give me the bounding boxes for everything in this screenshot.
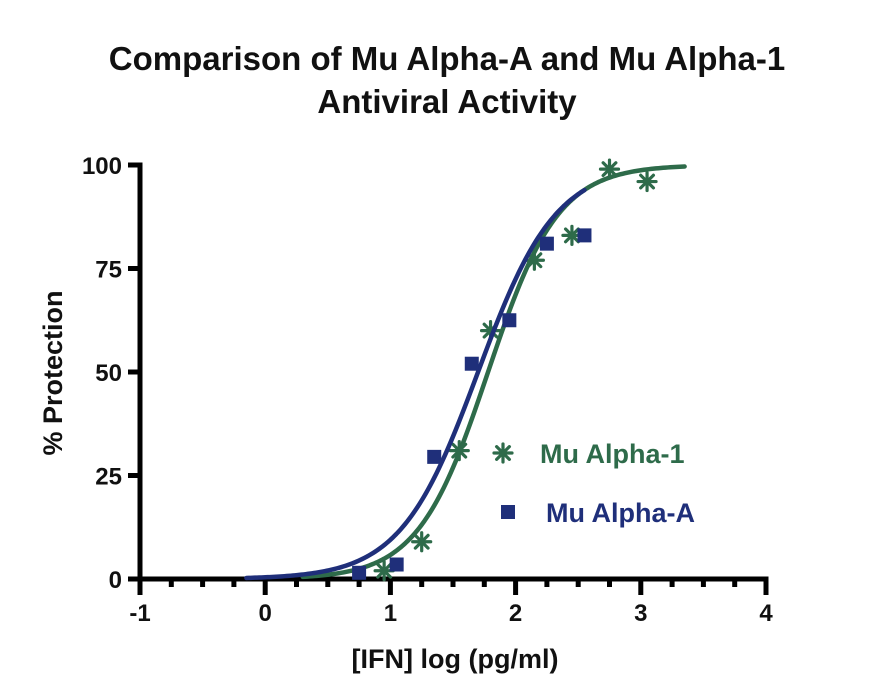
- fit-curve-series-0: [300, 164, 687, 580]
- data-point-series-1: [389, 557, 404, 572]
- legend-marker-mu-alpha-1: [492, 442, 514, 464]
- y-tick-label: 25: [95, 464, 122, 491]
- chart-title-line-1: Comparison of Mu Alpha-A and Mu Alpha-1: [109, 40, 785, 77]
- y-axis-label: % Protection: [38, 290, 68, 455]
- asterisk-stroke: [495, 445, 511, 461]
- data-point-series-0: [561, 224, 583, 246]
- asterisk-stroke: [639, 173, 656, 190]
- data-point-series-1: [427, 449, 442, 464]
- data-point-series-1: [502, 313, 517, 328]
- asterisk-stroke: [376, 562, 393, 579]
- data-point-series-1: [577, 228, 592, 243]
- data-point-series-0: [636, 170, 658, 193]
- legend-square: [501, 505, 515, 519]
- plot-area: 0 25 50 75 100 -1 0 1 2 3 4: [82, 153, 773, 627]
- x-tick-label: 4: [759, 600, 773, 627]
- y-tick-label: 50: [95, 360, 122, 387]
- y-tick-label: 75: [95, 257, 122, 284]
- legend-label-mu-alpha-1: Mu Alpha-1: [540, 439, 685, 469]
- asterisk-stroke: [526, 252, 543, 269]
- chart-title-line-2: Antiviral Activity: [317, 83, 577, 120]
- legend: Mu Alpha-1 Mu Alpha-A: [492, 439, 695, 528]
- data-point-series-0: [598, 158, 621, 180]
- legend-label-mu-alpha-a: Mu Alpha-A: [546, 498, 695, 528]
- x-tick-label: 3: [634, 600, 647, 627]
- asterisk-stroke: [451, 442, 468, 459]
- x-tick-label: -1: [129, 600, 150, 627]
- asterisk-stroke: [413, 533, 430, 550]
- asterisk-stroke: [563, 227, 580, 244]
- data-point-series-0: [411, 531, 433, 553]
- x-tick-label: 0: [259, 600, 272, 627]
- x-tick-label: 1: [384, 600, 397, 627]
- data-point-series-1: [464, 356, 479, 371]
- legend-marker-mu-alpha-a: [501, 505, 515, 519]
- x-axis-label: [IFN] log (pg/ml): [352, 644, 559, 674]
- y-tick-label: 100: [82, 153, 122, 180]
- data-point-series-0: [523, 249, 545, 271]
- data-point-series-1: [539, 236, 554, 251]
- x-tick-label: 2: [509, 600, 522, 627]
- asterisk-stroke: [601, 161, 618, 178]
- legend-asterisk: [492, 442, 514, 464]
- data-point-series-0: [448, 440, 470, 462]
- y-tick-label: 0: [109, 567, 122, 594]
- fit-curve-series-1: [244, 187, 587, 581]
- data-point-series-0: [373, 560, 395, 582]
- data-point-series-1: [352, 565, 367, 580]
